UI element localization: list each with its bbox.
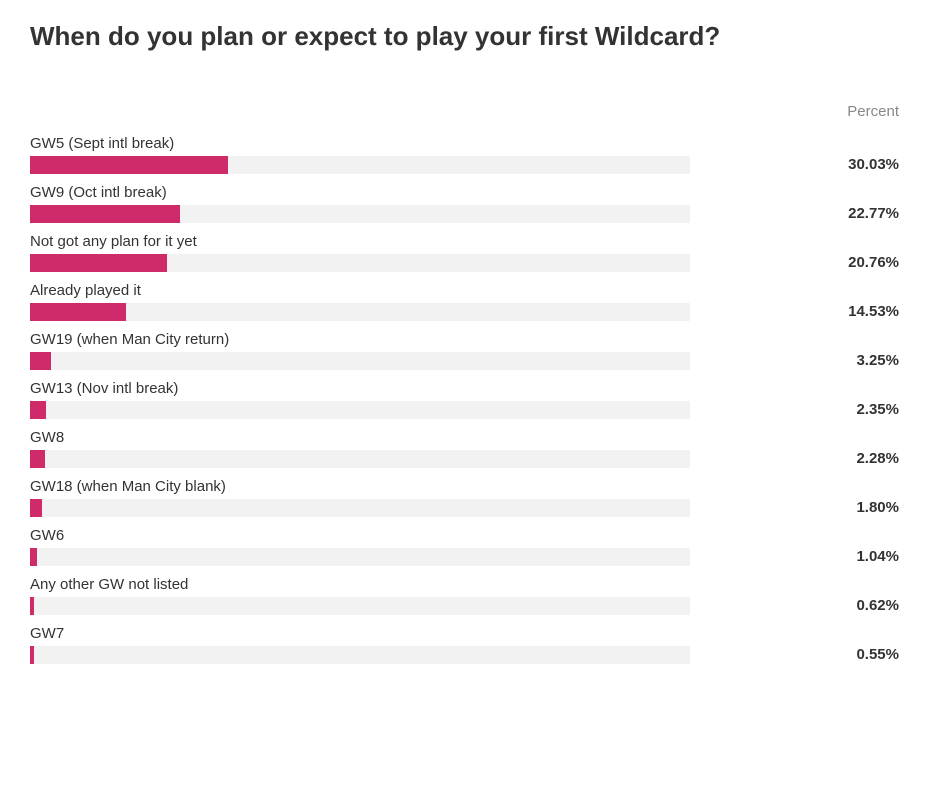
chart-row-left: GW7 xyxy=(30,625,690,664)
chart-row-percent: 30.03% xyxy=(848,156,899,173)
chart-bar-fill xyxy=(30,303,126,321)
chart-row-left: GW19 (when Man City return) xyxy=(30,331,690,370)
chart-bar-track xyxy=(30,205,690,223)
chart-row-percent-cell: 22.77% xyxy=(690,205,905,223)
chart-row-label: GW13 (Nov intl break) xyxy=(30,380,690,397)
chart-bar-fill xyxy=(30,597,34,615)
chart-row: GW7 0.55% xyxy=(30,625,905,664)
chart-bar-fill xyxy=(30,450,45,468)
chart-row: Any other GW not listed 0.62% xyxy=(30,576,905,615)
chart-bar-track xyxy=(30,499,690,517)
chart-row: GW13 (Nov intl break) 2.35% xyxy=(30,380,905,419)
chart-bar-track xyxy=(30,401,690,419)
chart-row-percent-cell: 14.53% xyxy=(690,303,905,321)
chart-row-label: GW6 xyxy=(30,527,690,544)
chart-row-left: Any other GW not listed xyxy=(30,576,690,615)
chart-row: GW19 (when Man City return) 3.25% xyxy=(30,331,905,370)
percent-header: Percent xyxy=(847,103,899,120)
chart-row: GW6 1.04% xyxy=(30,527,905,566)
chart-row-label: GW8 xyxy=(30,429,690,446)
chart-row-percent-cell: 3.25% xyxy=(690,352,905,370)
chart-row-label: Any other GW not listed xyxy=(30,576,690,593)
chart-bar-track xyxy=(30,254,690,272)
chart-bar-fill xyxy=(30,499,42,517)
chart-row-percent: 1.80% xyxy=(856,499,899,516)
chart-row-percent-cell: 1.80% xyxy=(690,499,905,517)
chart-bar-track xyxy=(30,450,690,468)
chart-row-percent-cell: 2.28% xyxy=(690,450,905,468)
chart-row-percent-cell: 2.35% xyxy=(690,401,905,419)
chart-row-left: Not got any plan for it yet xyxy=(30,233,690,272)
chart-row-percent: 20.76% xyxy=(848,254,899,271)
chart-row-percent-cell: 0.62% xyxy=(690,597,905,615)
chart-row-percent: 0.55% xyxy=(856,646,899,663)
chart-row: GW18 (when Man City blank) 1.80% xyxy=(30,478,905,517)
chart-row-left: GW8 xyxy=(30,429,690,468)
chart-row-percent: 22.77% xyxy=(848,205,899,222)
chart-row-percent: 1.04% xyxy=(856,548,899,565)
chart-row-label: GW5 (Sept intl break) xyxy=(30,135,690,152)
chart-bar-fill xyxy=(30,156,228,174)
chart-row: GW8 2.28% xyxy=(30,429,905,468)
chart-row-label: Already played it xyxy=(30,282,690,299)
chart-bar-track xyxy=(30,156,690,174)
chart-row-label: GW19 (when Man City return) xyxy=(30,331,690,348)
chart-bar-fill xyxy=(30,352,51,370)
chart-row-left: GW6 xyxy=(30,527,690,566)
chart-row: GW9 (Oct intl break) 22.77% xyxy=(30,184,905,223)
chart-row-percent: 2.35% xyxy=(856,401,899,418)
chart-bar-fill xyxy=(30,548,37,566)
chart-row-percent: 14.53% xyxy=(848,303,899,320)
chart-row-left: GW5 (Sept intl break) xyxy=(30,135,690,174)
percent-header-cell: Percent xyxy=(690,103,905,121)
poll-chart: When do you plan or expect to play your … xyxy=(0,0,935,704)
chart-bar-fill xyxy=(30,646,34,664)
chart-row-label: GW9 (Oct intl break) xyxy=(30,184,690,201)
chart-row-left: Already played it xyxy=(30,282,690,321)
chart-row-left: GW9 (Oct intl break) xyxy=(30,184,690,223)
chart-bar-track xyxy=(30,303,690,321)
chart-row-left: GW18 (when Man City blank) xyxy=(30,478,690,517)
chart-row-label: GW18 (when Man City blank) xyxy=(30,478,690,495)
chart-row-label: GW7 xyxy=(30,625,690,642)
chart-bar-fill xyxy=(30,205,180,223)
chart-row-label: Not got any plan for it yet xyxy=(30,233,690,250)
chart-row: GW5 (Sept intl break) 30.03% xyxy=(30,135,905,174)
chart-row: Not got any plan for it yet 20.76% xyxy=(30,233,905,272)
chart-row-percent-cell: 0.55% xyxy=(690,646,905,664)
chart-row-percent-cell: 20.76% xyxy=(690,254,905,272)
chart-bar-track xyxy=(30,548,690,566)
chart-row-percent: 2.28% xyxy=(856,450,899,467)
chart-bar-track xyxy=(30,352,690,370)
chart-row-percent-cell: 1.04% xyxy=(690,548,905,566)
chart-row-percent: 3.25% xyxy=(856,352,899,369)
chart-bar-track xyxy=(30,646,690,664)
chart-row: Already played it 14.53% xyxy=(30,282,905,321)
chart-row-left: GW13 (Nov intl break) xyxy=(30,380,690,419)
chart-row-percent-cell: 30.03% xyxy=(690,156,905,174)
chart-bar-fill xyxy=(30,254,167,272)
chart-bar-track xyxy=(30,597,690,615)
chart-header-row: Percent xyxy=(30,103,905,121)
chart-row-percent: 0.62% xyxy=(856,597,899,614)
chart-bar-fill xyxy=(30,401,46,419)
chart-title: When do you plan or expect to play your … xyxy=(30,20,905,53)
chart-rows: GW5 (Sept intl break) 30.03% GW9 (Oct intl… xyxy=(30,135,905,664)
